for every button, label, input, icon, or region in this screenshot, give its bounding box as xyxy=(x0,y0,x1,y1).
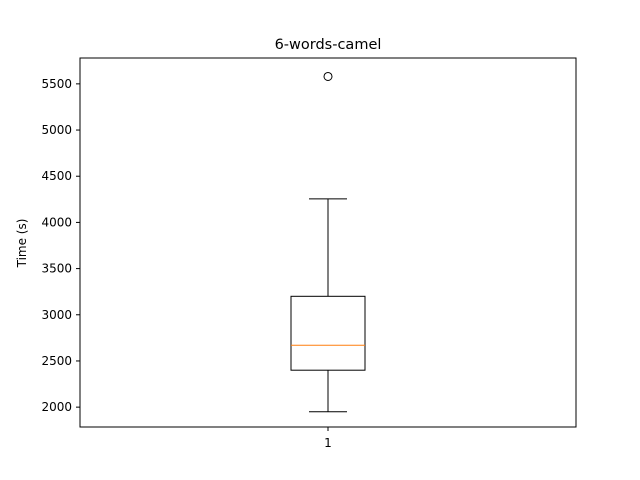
y-tick-label: 3500 xyxy=(41,262,72,276)
y-tick-label: 2000 xyxy=(41,400,72,414)
plot-frame xyxy=(79,57,577,428)
interquartile-box xyxy=(290,295,366,371)
y-tick-label: 5500 xyxy=(41,77,72,91)
y-tick-label: 5000 xyxy=(41,123,72,137)
outlier-point xyxy=(323,71,333,81)
y-tick-label: 2500 xyxy=(41,354,72,368)
y-tick-label: 4500 xyxy=(41,169,72,183)
chart-title: 6-words-camel xyxy=(275,37,382,53)
y-tick-label: 4000 xyxy=(41,215,72,229)
x-tick-label: 1 xyxy=(324,436,332,450)
y-axis-label: Time (s) xyxy=(15,219,29,269)
y-tick-label: 3000 xyxy=(41,308,72,322)
